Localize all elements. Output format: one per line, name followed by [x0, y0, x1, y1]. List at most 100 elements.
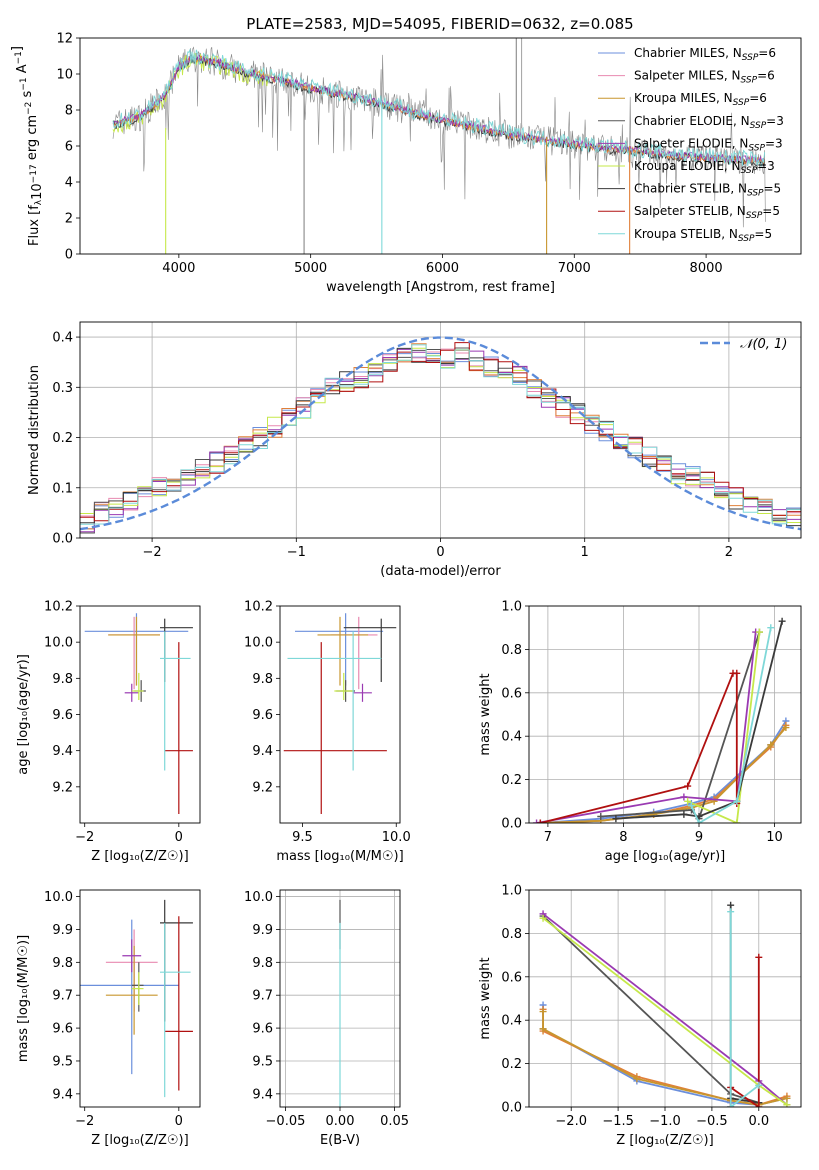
y-tick-label: 9.6 [52, 1022, 73, 1037]
legend-entry-label: Kroupa MILES, N [634, 91, 733, 105]
legend-entry-value: =3 [766, 114, 784, 128]
x-tick-label: 0 [175, 1114, 183, 1129]
y-tick-label: 0.2 [501, 1057, 522, 1072]
y-tick-label: 9.7 [252, 989, 273, 1004]
legend-entry-sub: SSP [742, 53, 759, 63]
spectrum-lines [112, 38, 766, 254]
x-axis-label: E(B-V) [320, 1133, 360, 1148]
y-tick-label: 10.0 [44, 890, 73, 905]
y-tick-label: 1.0 [501, 884, 522, 899]
y-tick-label: 0.0 [52, 532, 73, 547]
x-axis-label: (data-model)/error [380, 564, 501, 579]
x-tick-label: 0 [436, 545, 444, 560]
y-tick-label: 9.8 [52, 672, 73, 687]
x-tick-label: 6000 [426, 261, 459, 276]
weight-marker [727, 1103, 735, 1107]
weight-marker [727, 901, 735, 909]
x-tick-label: −1 [287, 545, 306, 560]
y-tick-label: 10.2 [44, 600, 73, 615]
legend-entry-sub: SSP [746, 211, 763, 221]
axes-frame [279, 889, 401, 1108]
x-tick-label: 0.05 [380, 1114, 409, 1129]
spectrum-legend: Chabrier MILES, NSSP=6 Salpeter MILES, NS… [598, 46, 784, 244]
y-axis-label-part: −1 [19, 77, 29, 90]
legend-entry-value: =5 [754, 227, 772, 241]
x-tick-label: 8 [619, 830, 627, 845]
legend-entry: Salpeter STELIB, NSSP=5 [634, 204, 780, 221]
error-bars [80, 899, 193, 1098]
plots-layer: 4000 5000 6000 7000 8000024681012wavelength … [10, 32, 802, 1148]
y-axis-label-part: ] [10, 46, 25, 51]
weight-marker [755, 1081, 763, 1089]
weight-vs-age-panel: 7 8 9 10 0.0 0.2 0.4 0.6 0.8 1.0 age [log₁₀(age/yr… [478, 600, 802, 864]
weight-marker [539, 1025, 547, 1033]
axes-frame [79, 321, 802, 539]
x-tick-label: −2 [143, 545, 162, 560]
legend-entry-sub: SSP [741, 166, 758, 176]
x-tick-label: 0.00 [326, 1114, 355, 1129]
y-tick-label: 9.9 [252, 923, 273, 938]
x-tick-label: 8000 [690, 261, 723, 276]
weight-marker [727, 908, 735, 916]
weight-marker [597, 812, 605, 820]
legend-entry-value: =3 [765, 136, 783, 150]
x-axis-label: mass [log₁₀(M/M☉)] [276, 849, 403, 864]
weight-marker [782, 724, 790, 732]
weight-marker [783, 1094, 791, 1102]
weight-marker [755, 953, 763, 961]
legend-entry-label: Chabrier MILES, N [634, 46, 742, 60]
y-tick-label: 0.4 [52, 331, 73, 346]
legend-entry-value: =3 [757, 159, 775, 173]
y-axis-label-part: s [20, 90, 35, 101]
y-tick-label: 0.0 [501, 817, 522, 832]
legend-entry-sub: SSP [748, 143, 765, 153]
y-tick-label: 0.1 [52, 481, 73, 496]
weight-marker [633, 1075, 641, 1083]
legend-entry-value: =5 [764, 182, 782, 196]
legend-entry: Salpeter MILES, NSSP=6 [634, 69, 775, 86]
weight-marker [733, 819, 741, 823]
legend-entry: Kroupa ELODIE, NSSP=3 [634, 159, 775, 176]
spectrum-panel: 4000 5000 6000 7000 8000 0 2 4 6 8 10 12 wavelength … [10, 32, 802, 295]
y-tick-label: 10.2 [244, 600, 273, 615]
y-axis-label: mass [log₁₀(M/M☉)] [16, 935, 31, 1062]
y-tick-label: 9.4 [252, 1087, 273, 1102]
weight-line [690, 627, 772, 823]
y-tick-label: 10.0 [244, 890, 273, 905]
y-tick-label: 9.8 [252, 956, 273, 971]
legend-entry: Chabrier MILES, NSSP=6 [634, 46, 776, 63]
legend-entry-label: Chabrier ELODIE, N [634, 114, 750, 128]
axes-frame [79, 37, 802, 255]
y-tick-label: 8 [65, 104, 73, 119]
legend-entry: Kroupa MILES, NSSP=6 [634, 91, 767, 108]
weight-marker [755, 1103, 763, 1107]
legend-entry-sub: SSP [733, 98, 750, 108]
y-tick-label: 9.6 [252, 1022, 273, 1037]
y-tick-label: 0 [65, 248, 73, 263]
y-tick-label: 0.6 [501, 686, 522, 701]
x-axis-label: Z [log₁₀(Z/Z☉)] [91, 849, 188, 864]
y-tick-label: 1.0 [501, 600, 522, 615]
y-tick-label: 9.4 [52, 744, 73, 759]
x-tick-label: −1.0 [649, 1114, 681, 1129]
y-axis-label: age [log₁₀(age/yr)] [16, 654, 31, 775]
weight-marker [680, 810, 688, 818]
x-tick-label: −2 [75, 830, 94, 845]
mass-vs-Z-panel: −2 0 9.4 9.5 9.6 9.7 9.8 9.9 10.0 Z [log₁₀(Z/Z☉)]… [16, 889, 201, 1148]
y-tick-label: 9.9 [52, 923, 73, 938]
y-tick-label: 0.8 [501, 643, 522, 658]
y-axis-label-part: −2 [24, 102, 34, 115]
legend-entry: Chabrier ELODIE, NSSP=3 [634, 114, 784, 131]
weight-marker [695, 819, 703, 823]
weight-series [539, 901, 791, 1107]
y-tick-label: 9.6 [52, 708, 73, 723]
weight-line [729, 957, 760, 1107]
y-tick-label: 9.5 [52, 1054, 73, 1069]
weight-marker [733, 797, 741, 805]
weight-marker [533, 819, 541, 823]
x-tick-label: 0.0 [748, 1114, 769, 1129]
axes-frame [528, 889, 802, 1108]
weight-marker [755, 628, 763, 636]
x-tick-label: −0.05 [266, 1114, 306, 1129]
y-tick-label: 12 [56, 32, 73, 47]
